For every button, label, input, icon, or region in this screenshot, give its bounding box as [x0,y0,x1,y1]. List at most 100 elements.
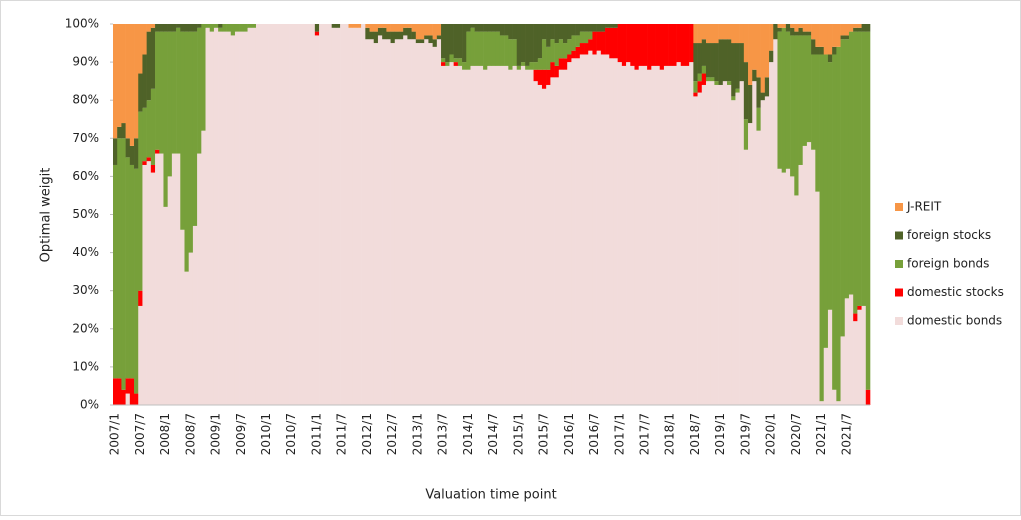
bar-segment [142,164,147,405]
bar-segment [638,24,644,66]
bar-segment [218,24,223,28]
bar-segment [150,172,156,405]
bar-segment [415,24,421,40]
x-tick-label: 2007/1 [108,413,122,455]
bar-segment [819,24,825,47]
bar-segment [550,62,555,78]
bar-segment [356,24,362,28]
bar-segment [428,35,433,44]
bar-segment [512,65,518,405]
bar-segment [508,24,513,40]
bar-segment [369,24,375,32]
bar-segment [815,54,820,192]
bar-segment [420,39,425,44]
bar-segment [516,24,522,66]
bar-segment [377,24,383,28]
bar-segment [844,24,850,36]
bar-segment [806,31,812,36]
bar-segment [693,96,698,405]
bar-segment [125,138,131,158]
bar-segment [857,27,862,32]
x-axis-label: Valuation time point [425,488,556,503]
y-tick-label: 0% [80,398,99,412]
bar-segment [331,24,337,28]
bar-segment [609,24,614,28]
bar-segment [710,43,715,78]
bar-segment [213,24,219,28]
bar-segment [163,24,168,32]
bar-segment [840,336,846,405]
bar-segment [504,65,509,405]
bar-segment [365,24,370,28]
bar-segment [457,58,463,66]
bar-segment [701,73,707,85]
bar-segment [760,92,766,101]
bar-segment [197,24,202,28]
bar-segment [790,27,795,36]
bar-segment [731,24,736,44]
bar-segment [756,24,761,78]
y-tick-label: 10% [72,359,99,373]
y-tick-label: 70% [72,131,99,145]
bar-segment [483,24,488,32]
bar-segment [588,24,593,32]
bar-segment [176,24,181,28]
legend-label: J-REIT [906,200,942,214]
bar-segment [171,153,177,405]
bar-segment [171,31,177,154]
bar-segment [466,69,471,405]
bar-segment [525,24,530,66]
bar-segment [621,65,627,405]
bar-segment [121,123,126,139]
bar-segment [537,84,543,406]
bar-segment [117,138,122,379]
bar-segment [113,138,118,165]
x-tick-label: 2016/7 [587,413,601,455]
bar-segment [546,84,551,406]
bar-segment [138,290,143,306]
bar-segment [701,84,707,406]
bar-segment [735,43,740,89]
bar-segment [811,54,816,150]
bar-segment [777,24,782,28]
bar-segment [579,24,585,32]
bar-segment [853,321,858,405]
bar-segment [588,31,593,40]
bar-segment [420,24,425,40]
bar-segment [571,35,576,51]
bar-segment [798,24,804,28]
bar-segment [752,81,757,406]
bar-segment [571,50,576,59]
bar-segment [222,24,227,32]
bar-segment [802,145,808,406]
legend-swatch [895,203,903,211]
bar-segment [125,157,131,379]
bar-segment [781,27,787,173]
bar-segment [676,62,682,405]
bar-segment [857,24,862,28]
bar-segment [134,168,139,394]
legend-label: domestic bonds [907,314,1002,328]
bar-segment [474,24,480,32]
bar-segment [550,39,555,63]
x-tick-label: 2010/7 [284,413,298,455]
bar-segment [626,62,631,405]
x-tick-label: 2020/7 [789,413,803,455]
bar-segment [697,92,703,405]
bar-segment [651,24,656,66]
bar-segment [773,24,778,40]
bar-segment [373,24,379,32]
bar-segment [495,65,501,405]
bar-segment [407,27,412,40]
bar-segment [844,39,850,299]
bar-segment [361,24,366,405]
bar-segment [407,39,412,406]
bar-segment [630,24,635,66]
x-tick-label: 2010/1 [259,413,273,455]
bar-segment [689,24,694,63]
bar-segment [731,96,736,101]
bar-segment [239,24,244,32]
bar-segment [420,43,425,406]
bar-segment [718,24,724,40]
bar-segment [230,35,236,406]
